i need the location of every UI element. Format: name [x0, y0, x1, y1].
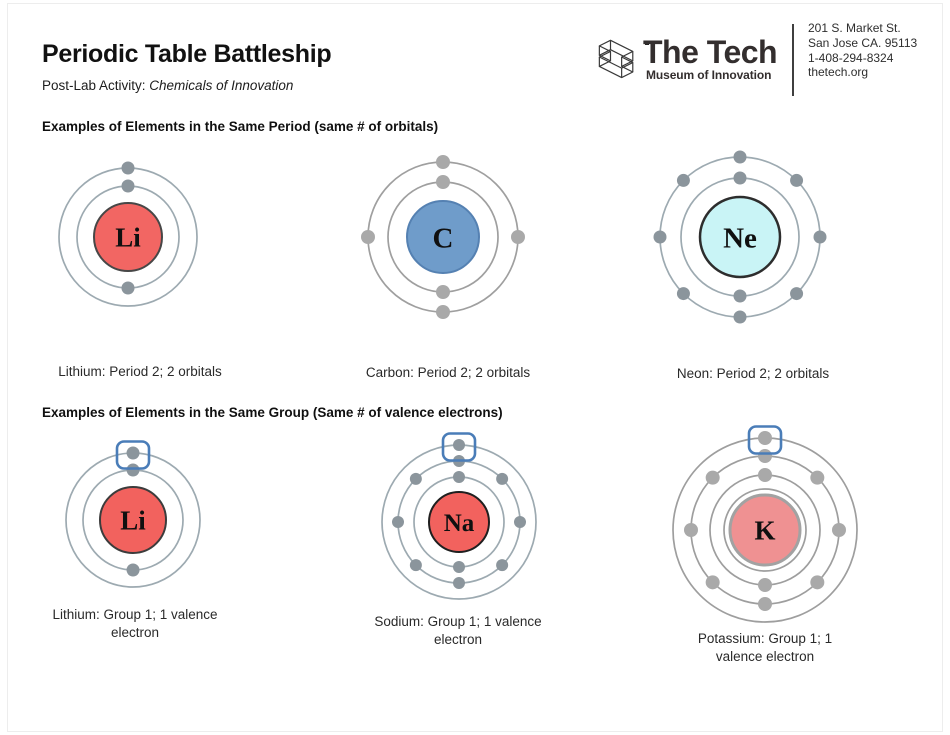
electron	[409, 559, 422, 572]
element-symbol: C	[433, 222, 454, 254]
logo-wordmark: The Tech	[643, 34, 778, 70]
logo-address-divider	[792, 24, 794, 96]
electron	[758, 468, 772, 482]
electron	[511, 230, 525, 244]
element-symbol: K	[754, 516, 775, 546]
atom-diagram-potassium-group: K	[647, 412, 883, 648]
atom-diagram-carbon-period: C	[342, 136, 544, 338]
electron	[126, 463, 140, 477]
trademark-square-icon	[645, 41, 649, 45]
caption-line: electron	[110, 624, 160, 640]
atom-caption-lithium-group: Lithium: Group 1; 1 valence electron	[35, 606, 235, 641]
address-line: 201 S. Market St.	[808, 21, 901, 35]
nucleus	[698, 195, 782, 279]
electron	[514, 516, 526, 528]
valence-electron-highlight-box	[115, 440, 151, 470]
electron	[436, 155, 450, 169]
electron	[653, 230, 667, 244]
address-line: 1-408-294-8324	[808, 50, 894, 65]
electron	[121, 179, 135, 193]
atom-diagram-neon-period: Ne	[634, 131, 846, 343]
electron	[436, 175, 450, 189]
electron	[392, 516, 404, 528]
electron	[453, 561, 465, 573]
element-symbol: Na	[444, 510, 475, 537]
electron	[705, 575, 720, 590]
electron	[121, 161, 135, 175]
caption-line: Neon: Period 2; 2 orbitals	[676, 366, 830, 381]
caption-line: Lithium: Period 2; 2 orbitals	[58, 364, 222, 379]
the-tech-logo-icon	[598, 39, 634, 79]
atom-caption-potassium-group: Potassium: Group 1; 1 valence electron	[665, 630, 865, 665]
address-block: 201 S. Market St. San Jose CA. 95113 1-4…	[808, 21, 917, 80]
electron	[496, 559, 509, 572]
atom-caption-neon-period: Neon: Period 2; 2 orbitals	[643, 365, 863, 383]
caption-line: electron	[433, 631, 483, 647]
atom-diagram-sodium-group: Na	[356, 419, 562, 625]
electron	[810, 575, 825, 590]
caption-line: Sodium: Group 1; 1 valence	[374, 614, 542, 629]
electron	[733, 150, 747, 164]
electron	[361, 230, 375, 244]
electron	[733, 289, 747, 303]
electron	[453, 439, 465, 451]
page-subtitle: Post-Lab Activity: Chemicals of Innovati…	[42, 78, 293, 93]
caption-line: Potassium: Group 1; 1	[697, 631, 833, 646]
electron	[733, 171, 747, 185]
electron	[790, 173, 804, 187]
orbit-ring	[723, 488, 807, 572]
electron	[758, 431, 772, 445]
electron	[705, 470, 720, 485]
electron	[676, 173, 690, 187]
electron	[126, 563, 140, 577]
address-line: thetech.org	[808, 65, 869, 80]
atom-caption-carbon-period: Carbon: Period 2; 2 orbitals	[338, 364, 558, 382]
caption-line: Lithium: Group 1; 1 valence	[52, 607, 218, 622]
electron	[453, 471, 465, 483]
electron	[758, 578, 772, 592]
address-line: San Jose CA. 95113	[808, 35, 918, 50]
section-heading-same-period: Examples of Elements in the Same Period …	[42, 119, 439, 134]
subtitle-activity-name: Chemicals of Innovation	[149, 78, 294, 93]
caption-line: Carbon: Period 2; 2 orbitals	[365, 365, 531, 380]
electron	[453, 577, 465, 589]
atom-caption-lithium-period: Lithium: Period 2; 2 orbitals	[30, 363, 250, 381]
element-symbol: Li	[115, 223, 141, 253]
electron	[436, 305, 450, 319]
electron	[676, 287, 690, 301]
subtitle-prefix: Post-Lab Activity:	[42, 78, 150, 93]
electron	[758, 449, 772, 463]
electron	[496, 472, 509, 485]
element-symbol: Ne	[723, 222, 757, 254]
electron	[813, 230, 827, 244]
valence-electron-highlight-box	[441, 432, 477, 462]
nucleus	[428, 491, 490, 553]
element-symbol: Li	[120, 506, 146, 536]
caption-line: valence electron	[715, 648, 815, 664]
electron	[758, 597, 772, 611]
nucleus	[93, 202, 163, 272]
atom-diagram-lithium-period: Li	[33, 142, 223, 332]
electron	[409, 472, 422, 485]
electron	[790, 287, 804, 301]
page-title: Periodic Table Battleship	[42, 40, 332, 68]
electron	[832, 523, 846, 537]
electron	[126, 446, 140, 460]
electron	[436, 285, 450, 299]
electron	[733, 310, 747, 324]
atom-caption-sodium-group: Sodium: Group 1; 1 valence electron	[358, 613, 558, 648]
valence-electron-highlight-box	[747, 425, 783, 455]
nucleus	[728, 493, 802, 567]
electron	[684, 523, 698, 537]
nucleus	[406, 200, 480, 274]
section-heading-same-group: Examples of Elements in the Same Group (…	[42, 405, 503, 420]
electron	[121, 281, 135, 295]
logo-tagline: Museum of Innovation	[646, 68, 772, 82]
electron	[810, 470, 825, 485]
nucleus	[99, 486, 167, 554]
atom-diagram-lithium-group: Li	[40, 427, 226, 613]
